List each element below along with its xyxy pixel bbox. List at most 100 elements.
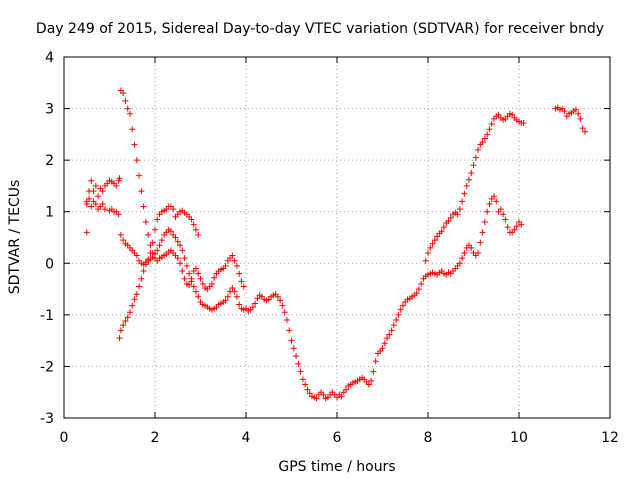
data-point xyxy=(459,255,466,262)
data-point xyxy=(83,200,90,207)
data-point xyxy=(181,255,188,262)
data-point xyxy=(115,211,122,218)
data-point xyxy=(222,297,229,304)
data-point xyxy=(183,262,190,269)
data-point xyxy=(124,314,131,321)
data-point xyxy=(236,270,243,277)
data-point xyxy=(195,293,202,300)
data-point xyxy=(290,345,297,352)
data-point xyxy=(252,300,259,307)
data-point xyxy=(479,229,486,236)
data-point xyxy=(463,182,470,189)
data-point xyxy=(447,214,454,221)
data-point xyxy=(149,239,156,246)
data-point xyxy=(511,226,518,233)
data-point xyxy=(231,257,238,264)
data-point xyxy=(513,223,520,230)
data-point xyxy=(277,297,284,304)
data-point xyxy=(126,110,133,117)
data-point xyxy=(101,206,108,213)
data-point xyxy=(297,368,304,375)
x-tick-label: 10 xyxy=(510,430,528,446)
y-axis-label: SDTVAR / TECUs xyxy=(7,180,23,295)
data-point xyxy=(440,224,447,231)
data-point xyxy=(286,327,293,334)
data-point xyxy=(190,221,197,228)
data-point xyxy=(468,244,475,251)
data-point xyxy=(117,327,124,334)
data-point xyxy=(484,208,491,215)
data-point xyxy=(229,252,236,259)
x-tick-label: 2 xyxy=(151,430,160,446)
data-point xyxy=(495,111,502,118)
series-track-b xyxy=(83,193,525,402)
data-point xyxy=(211,274,218,281)
data-point xyxy=(179,247,186,254)
data-point xyxy=(434,233,441,240)
data-point xyxy=(186,270,193,277)
data-point xyxy=(438,228,445,235)
data-point xyxy=(384,335,391,342)
y-tick-label: 1 xyxy=(45,205,54,221)
data-point xyxy=(415,286,422,293)
data-point xyxy=(231,288,238,295)
data-point xyxy=(425,249,431,256)
data-point xyxy=(131,141,138,148)
data-point xyxy=(320,391,327,398)
data-point xyxy=(488,121,495,128)
data-point xyxy=(172,234,179,241)
data-point xyxy=(174,238,181,245)
data-point xyxy=(126,309,133,316)
data-point xyxy=(397,306,404,313)
data-point xyxy=(461,190,468,197)
data-point xyxy=(465,176,472,183)
data-point xyxy=(131,296,138,303)
data-point xyxy=(129,302,136,309)
data-point xyxy=(454,211,461,218)
data-point xyxy=(86,195,93,202)
data-point xyxy=(236,301,243,308)
data-point xyxy=(431,237,438,244)
data-point xyxy=(520,120,527,127)
data-point xyxy=(581,128,588,135)
data-point xyxy=(224,293,231,300)
data-point xyxy=(233,262,240,269)
data-point xyxy=(399,302,406,309)
data-point xyxy=(379,345,386,352)
data-point xyxy=(186,281,193,288)
data-point xyxy=(481,219,488,226)
data-point xyxy=(479,139,486,146)
data-point xyxy=(254,295,261,302)
data-point xyxy=(388,327,395,334)
data-point xyxy=(279,302,286,309)
data-point xyxy=(116,175,123,182)
data-point xyxy=(192,226,199,233)
data-point xyxy=(192,288,199,295)
y-tick-label: 0 xyxy=(45,256,54,272)
data-point xyxy=(413,290,420,297)
data-point xyxy=(365,381,372,388)
data-point xyxy=(313,395,320,402)
series-track-c xyxy=(117,87,247,293)
data-point xyxy=(500,211,507,218)
y-tick-label: -2 xyxy=(40,359,54,375)
data-point xyxy=(92,182,99,189)
y-tick-label: -3 xyxy=(40,411,54,427)
data-point xyxy=(509,111,516,118)
data-point xyxy=(470,162,477,169)
data-point xyxy=(116,335,123,342)
data-point xyxy=(154,247,161,254)
data-point xyxy=(192,265,199,272)
data-point xyxy=(445,217,452,224)
data-point xyxy=(177,242,184,249)
x-axis-label: GPS time / hours xyxy=(278,459,395,475)
data-point xyxy=(484,131,491,138)
data-point xyxy=(195,231,202,238)
data-point xyxy=(133,291,140,298)
data-point xyxy=(142,219,149,226)
data-point xyxy=(122,97,129,104)
data-point xyxy=(145,231,152,238)
data-point xyxy=(283,317,290,324)
data-point xyxy=(195,270,202,277)
